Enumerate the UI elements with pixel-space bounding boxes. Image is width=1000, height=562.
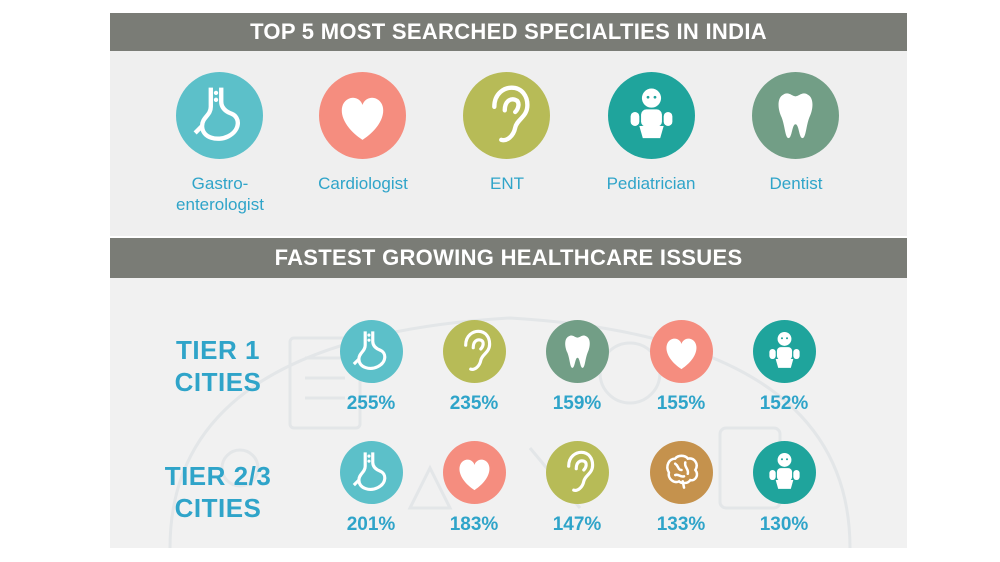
stomach-icon	[193, 87, 240, 141]
tier-1-label-line2: CITIES	[174, 367, 262, 397]
background-illustration	[168, 316, 852, 548]
tier23-issue-3-circle	[546, 441, 609, 504]
tier1-percent-2: 235%	[449, 393, 499, 414]
tier23-percent-5: 130%	[759, 514, 809, 535]
baby-icon	[769, 452, 800, 489]
tier1-percent-1: 255%	[346, 393, 396, 414]
tier23-issue-5-circle	[753, 441, 816, 504]
specialty-pediatrician-circle	[608, 72, 695, 159]
section-title-fastest-growing: FASTEST GROWING HEALTHCARE ISSUES	[110, 238, 907, 278]
specialty-label-line1: Gastro-	[191, 174, 249, 193]
baby-icon	[630, 88, 673, 139]
tier23-percent-2: 183%	[449, 514, 499, 535]
specialty-cardiologist-circle	[319, 72, 406, 159]
tier23-percent-4: 133%	[656, 514, 706, 535]
specialty-dentist-circle	[752, 72, 839, 159]
specialty-label-line2: enterologist	[176, 195, 264, 214]
ear-icon	[492, 85, 530, 143]
heart-icon	[666, 338, 697, 370]
specialty-ent-circle	[463, 72, 550, 159]
tier-2-3-label-line1: TIER 2/3	[164, 461, 272, 491]
tier1-issue-3-circle	[546, 320, 609, 383]
tier23-percent-1: 201%	[346, 514, 396, 535]
tier-1-label: TIER 1 CITIES	[158, 334, 278, 398]
tier1-issue-4-circle	[650, 320, 713, 383]
tier23-percent-3: 147%	[552, 514, 602, 535]
heart-icon	[341, 97, 384, 140]
tier-2-3-label-line2: CITIES	[174, 493, 262, 523]
tier1-percent-3: 159%	[552, 393, 602, 414]
specialty-label-pediatrician: Pediatrician	[606, 174, 696, 193]
brain-icon	[666, 454, 699, 489]
tier23-issue-4-circle	[650, 441, 713, 504]
tier23-issue-2-circle	[443, 441, 506, 504]
specialty-label-ent: ENT	[490, 174, 524, 193]
tier23-issue-1-circle	[340, 441, 403, 504]
baby-icon	[769, 331, 800, 368]
tier1-percent-5: 152%	[759, 393, 809, 414]
specialty-gastroenterologist-circle	[176, 72, 263, 159]
specialty-label-gastroenterologist: Gastro- enterologist	[150, 173, 290, 215]
tier1-percent-4: 155%	[656, 393, 706, 414]
stomach-icon	[352, 331, 387, 370]
ear-icon	[464, 329, 492, 371]
section-title-top-specialties: TOP 5 MOST SEARCHED SPECIALTIES IN INDIA	[110, 13, 907, 51]
tier-1-label-line1: TIER 1	[176, 335, 260, 365]
tier-2-3-label: TIER 2/3 CITIES	[153, 460, 283, 524]
specialty-label-dentist: Dentist	[769, 174, 823, 193]
ear-icon	[567, 450, 595, 492]
tier1-issue-2-circle	[443, 320, 506, 383]
tier1-issue-1-circle	[340, 320, 403, 383]
tooth-icon	[565, 335, 590, 368]
specialty-label-cardiologist: Cardiologist	[318, 174, 408, 193]
heart-icon	[459, 459, 490, 491]
stomach-icon	[352, 452, 387, 491]
tier1-issue-5-circle	[753, 320, 816, 383]
tooth-icon	[778, 93, 813, 139]
